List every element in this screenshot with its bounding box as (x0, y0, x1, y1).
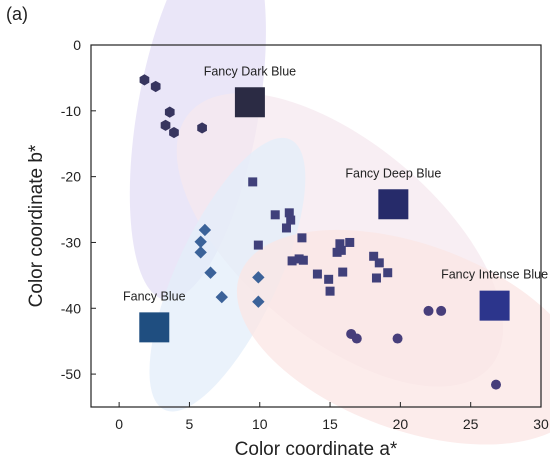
fancy-intense-blue-point (351, 333, 362, 344)
fancy-blue-swatch (139, 312, 170, 343)
fancy-deep-blue-point (345, 237, 355, 247)
fancy-deep-blue-point (325, 286, 335, 296)
fancy-deep-blue-point (286, 215, 296, 225)
x-tick-label: 25 (463, 416, 479, 432)
y-tick-label: -20 (61, 169, 81, 185)
fancy-dark-blue-point (160, 119, 171, 131)
fancy-deep-blue-point (270, 210, 280, 220)
group-labels: Fancy Dark Blue Fancy Deep Blue Fancy Blue… (123, 64, 548, 303)
x-tick-label: 10 (252, 416, 268, 432)
fancy-deep-blue-point (336, 245, 346, 255)
fancy-deep-blue-point (369, 251, 379, 261)
x-axis-ticks: 0 5 10 15 20 25 30 (115, 402, 549, 432)
cluster-ellipses (129, 0, 550, 445)
fancy-blue-point (198, 223, 212, 237)
fancy-intense-blue-point (491, 379, 501, 390)
fancy-intense-blue-point (436, 305, 447, 316)
fancy-dark-blue-point (139, 74, 150, 86)
fancy-deep-blue-point (253, 240, 263, 250)
y-tick-label: -50 (61, 366, 81, 382)
fancy-blue-point (215, 290, 228, 304)
fancy-dark-blue-label: Fancy Dark Blue (204, 64, 296, 78)
fancy-intense-blue-point (392, 333, 403, 344)
fancy-blue-point (194, 246, 207, 259)
fancy-dark-blue-point (169, 126, 179, 139)
fancy-blue-point (194, 235, 207, 248)
fancy-intense-blue-swatch (479, 290, 510, 321)
fancy-deep-blue-point (287, 256, 297, 266)
fancy-dark-blue-point (150, 80, 161, 93)
fancy-intense-blue-point (423, 305, 434, 316)
y-tick-label: -40 (61, 300, 81, 316)
fancy-deep-blue-point (374, 258, 384, 268)
data-points (139, 74, 501, 390)
panel-label: (a) (6, 4, 28, 24)
fancy-deep-blue-point (312, 269, 322, 279)
fancy-blue-ellipse (149, 137, 306, 412)
fancy-deep-blue-point (335, 239, 345, 249)
color-swatches (139, 87, 510, 343)
x-axis-label: Color coordinate a* (235, 439, 398, 460)
x-tick-label: 30 (533, 416, 549, 432)
fancy-dark-blue-point (197, 122, 207, 134)
fancy-deep-blue-point (281, 223, 291, 233)
fancy-deep-blue-label: Fancy Deep Blue (345, 166, 441, 180)
fancy-deep-blue-point (324, 274, 334, 284)
fancy-blue-label: Fancy Blue (123, 289, 186, 303)
fancy-blue-point (252, 271, 265, 284)
fancy-dark-blue-swatch (234, 87, 265, 118)
fancy-deep-blue-point (338, 267, 348, 277)
fancy-blue-point (252, 295, 265, 308)
y-axis-ticks: 0 -10 -20 -30 -40 -50 (61, 37, 96, 382)
fancy-dark-blue-point (164, 106, 175, 118)
plot-frame (90, 44, 542, 408)
fancy-deep-blue-point (383, 268, 393, 278)
fancy-deep-blue-point (248, 177, 258, 187)
x-tick-label: 5 (186, 416, 194, 432)
fancy-intense-blue-label: Fancy Intense Blue (441, 268, 548, 282)
x-tick-label: 15 (322, 416, 338, 432)
x-tick-label: 20 (393, 416, 409, 432)
fancy-deep-blue-point (371, 273, 381, 283)
fancy-blue-point (204, 266, 217, 279)
y-tick-label: -10 (61, 103, 81, 119)
y-tick-label: -30 (61, 234, 81, 250)
fancy-deep-blue-point (298, 255, 308, 265)
fancy-deep-blue-point (297, 233, 307, 243)
fancy-deep-blue-point (284, 208, 294, 218)
y-axis-label: Color coordinate b* (26, 144, 47, 307)
y-tick-label: 0 (73, 37, 81, 53)
x-tick-label: 0 (115, 416, 123, 432)
fancy-deep-blue-swatch (378, 189, 409, 220)
